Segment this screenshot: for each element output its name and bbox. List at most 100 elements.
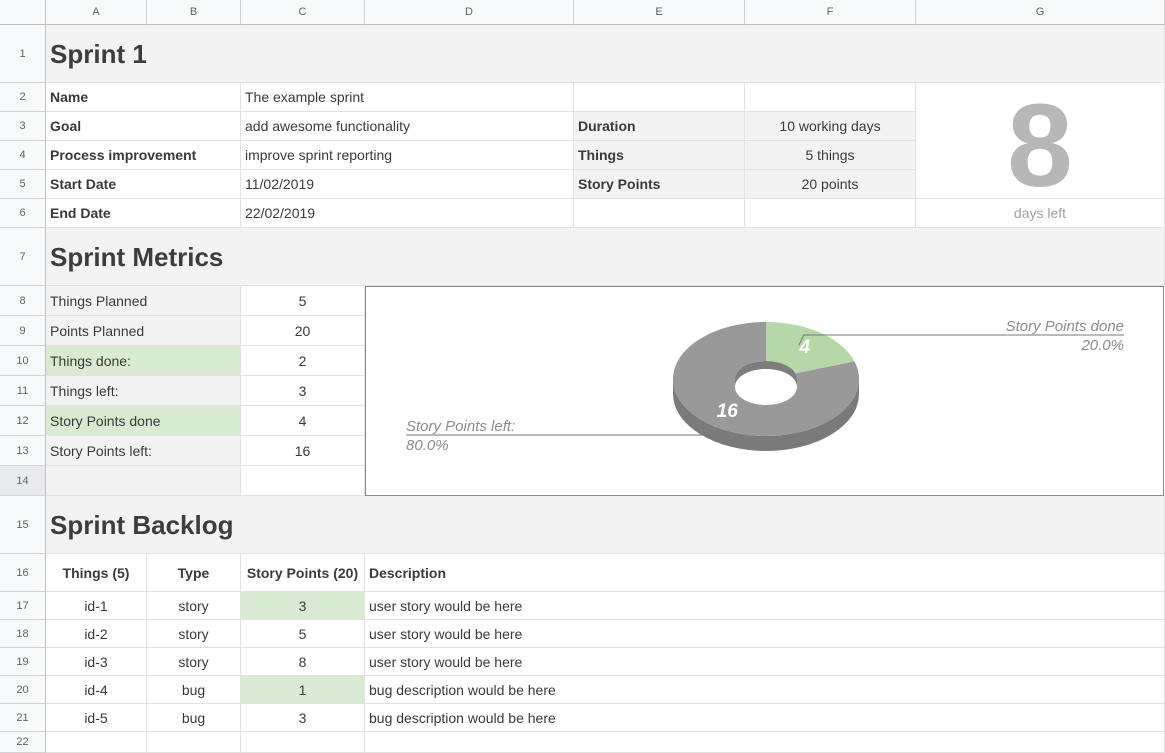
row-header[interactable]: 16 [0, 554, 46, 592]
backlog-item-type[interactable]: bug [147, 676, 241, 704]
goal-value[interactable]: add awesome functionality [241, 112, 574, 141]
backlog-item-type[interactable]: story [147, 620, 241, 648]
empty-cell[interactable] [46, 466, 241, 496]
start-date-value[interactable]: 11/02/2019 [241, 170, 574, 199]
backlog-item-description[interactable]: bug description would be here [365, 704, 1165, 732]
row-header[interactable]: 15 [0, 496, 46, 554]
row-header[interactable]: 18 [0, 620, 46, 648]
metric-value-things-left[interactable]: 3 [241, 376, 365, 406]
duration-label[interactable]: Duration [574, 112, 745, 141]
row-header[interactable]: 22 [0, 732, 46, 753]
duration-value[interactable]: 10 working days [745, 112, 916, 141]
story-points-value[interactable]: 20 points [745, 170, 916, 199]
backlog-item-points[interactable]: 3 [241, 704, 365, 732]
metric-value-story-points-left[interactable]: 16 [241, 436, 365, 466]
row-header[interactable]: 12 [0, 406, 46, 436]
column-header-b[interactable]: B [147, 0, 241, 25]
empty-cell[interactable] [745, 199, 916, 228]
column-header-a[interactable]: A [46, 0, 147, 25]
metric-label-story-points-done[interactable]: Story Points done [46, 406, 241, 436]
sprint-metrics-title[interactable]: Sprint Metrics [46, 228, 1165, 286]
days-left-number[interactable]: 8 [916, 83, 1165, 199]
backlog-item-description[interactable]: bug description would be here [365, 676, 1165, 704]
row-header[interactable]: 10 [0, 346, 46, 376]
empty-cell[interactable] [574, 199, 745, 228]
backlog-item-description[interactable]: user story would be here [365, 648, 1165, 676]
row-header[interactable]: 2 [0, 83, 46, 112]
row-header[interactable]: 8 [0, 286, 46, 316]
backlog-header-description[interactable]: Description [365, 554, 1165, 592]
row-header[interactable]: 5 [0, 170, 46, 199]
story-points-pie-chart[interactable]: 4 16 Story Points done 20.0% Story Points le… [365, 286, 1164, 496]
start-date-label[interactable]: Start Date [46, 170, 241, 199]
row-header[interactable]: 6 [0, 199, 46, 228]
row-header[interactable]: 19 [0, 648, 46, 676]
end-date-value[interactable]: 22/02/2019 [241, 199, 574, 228]
column-header-c[interactable]: C [241, 0, 365, 25]
process-improvement-value[interactable]: improve sprint reporting [241, 141, 574, 170]
row-header[interactable]: 3 [0, 112, 46, 141]
empty-cell[interactable] [46, 732, 147, 753]
metric-label-things-done[interactable]: Things done: [46, 346, 241, 376]
backlog-item-points[interactable]: 8 [241, 648, 365, 676]
row-header[interactable]: 14 [0, 466, 46, 496]
empty-cell[interactable] [745, 83, 916, 112]
backlog-item-type[interactable]: story [147, 592, 241, 620]
name-label[interactable]: Name [46, 83, 241, 112]
column-header-f[interactable]: F [745, 0, 916, 25]
row-header[interactable]: 4 [0, 141, 46, 170]
sprint-title[interactable]: Sprint 1 [46, 25, 1165, 83]
backlog-item-id[interactable]: id-5 [46, 704, 147, 732]
backlog-header-things[interactable]: Things (5) [46, 554, 147, 592]
empty-cell[interactable] [241, 732, 365, 753]
things-value[interactable]: 5 things [745, 141, 916, 170]
backlog-header-story-points[interactable]: Story Points (20) [241, 554, 365, 592]
backlog-item-type[interactable]: story [147, 648, 241, 676]
metric-label-story-points-left[interactable]: Story Points left: [46, 436, 241, 466]
metric-value-things-done[interactable]: 2 [241, 346, 365, 376]
story-points-label[interactable]: Story Points [574, 170, 745, 199]
backlog-item-id[interactable]: id-2 [46, 620, 147, 648]
backlog-header-type[interactable]: Type [147, 554, 241, 592]
row-header[interactable]: 1 [0, 25, 46, 83]
donut-hole-wall [735, 361, 797, 387]
empty-cell[interactable] [241, 466, 365, 496]
empty-cell[interactable] [147, 732, 241, 753]
column-header-g[interactable]: G [916, 0, 1165, 25]
name-value[interactable]: The example sprint [241, 83, 574, 112]
column-header-e[interactable]: E [574, 0, 745, 25]
row-header[interactable]: 11 [0, 376, 46, 406]
backlog-item-id[interactable]: id-3 [46, 648, 147, 676]
column-header-d[interactable]: D [365, 0, 574, 25]
metric-value-story-points-done[interactable]: 4 [241, 406, 365, 436]
backlog-item-type[interactable]: bug [147, 704, 241, 732]
backlog-item-id[interactable]: id-4 [46, 676, 147, 704]
things-label[interactable]: Things [574, 141, 745, 170]
pie-slice [766, 322, 855, 374]
row-header[interactable]: 13 [0, 436, 46, 466]
end-date-label[interactable]: End Date [46, 199, 241, 228]
empty-cell[interactable] [574, 83, 745, 112]
select-all-corner[interactable] [0, 0, 46, 25]
backlog-item-id[interactable]: id-1 [46, 592, 147, 620]
backlog-item-description[interactable]: user story would be here [365, 592, 1165, 620]
empty-cell[interactable] [365, 732, 1165, 753]
row-header[interactable]: 9 [0, 316, 46, 346]
row-header[interactable]: 21 [0, 704, 46, 732]
metric-value-points-planned[interactable]: 20 [241, 316, 365, 346]
days-left-label[interactable]: days left [916, 199, 1165, 228]
metric-label-points-planned[interactable]: Points Planned [46, 316, 241, 346]
metric-label-things-planned[interactable]: Things Planned [46, 286, 241, 316]
backlog-item-points[interactable]: 1 [241, 676, 365, 704]
row-header[interactable]: 7 [0, 228, 46, 286]
sprint-backlog-title[interactable]: Sprint Backlog [46, 496, 1165, 554]
backlog-item-description[interactable]: user story would be here [365, 620, 1165, 648]
row-header[interactable]: 17 [0, 592, 46, 620]
goal-label[interactable]: Goal [46, 112, 241, 141]
backlog-item-points[interactable]: 5 [241, 620, 365, 648]
row-header[interactable]: 20 [0, 676, 46, 704]
metric-label-things-left[interactable]: Things left: [46, 376, 241, 406]
backlog-item-points[interactable]: 3 [241, 592, 365, 620]
process-improvement-label[interactable]: Process improvement [46, 141, 241, 170]
metric-value-things-planned[interactable]: 5 [241, 286, 365, 316]
